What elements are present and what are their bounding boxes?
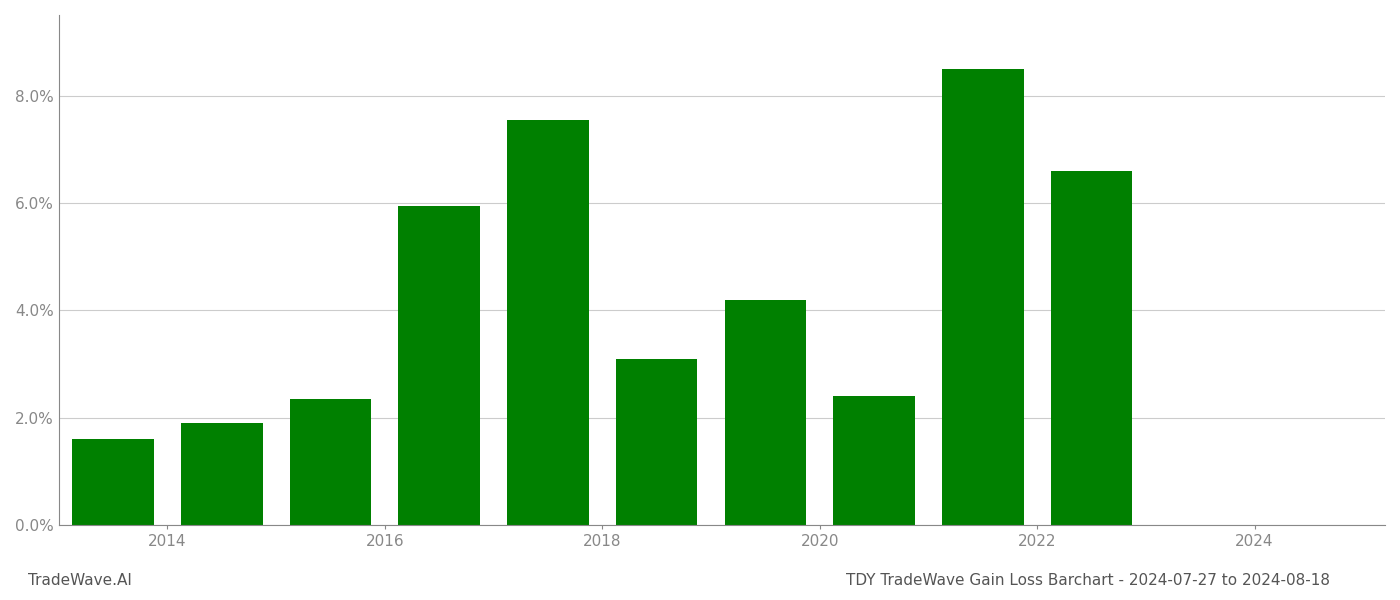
Bar — [290, 399, 371, 525]
Bar — [1051, 170, 1133, 525]
Bar — [942, 68, 1023, 525]
Bar — [507, 119, 588, 525]
Bar — [616, 359, 697, 525]
Bar — [181, 423, 263, 525]
Text: TDY TradeWave Gain Loss Barchart - 2024-07-27 to 2024-08-18: TDY TradeWave Gain Loss Barchart - 2024-… — [846, 573, 1330, 588]
Bar — [725, 299, 806, 525]
Bar — [833, 396, 914, 525]
Text: TradeWave.AI: TradeWave.AI — [28, 573, 132, 588]
Bar — [399, 206, 480, 525]
Bar — [73, 439, 154, 525]
